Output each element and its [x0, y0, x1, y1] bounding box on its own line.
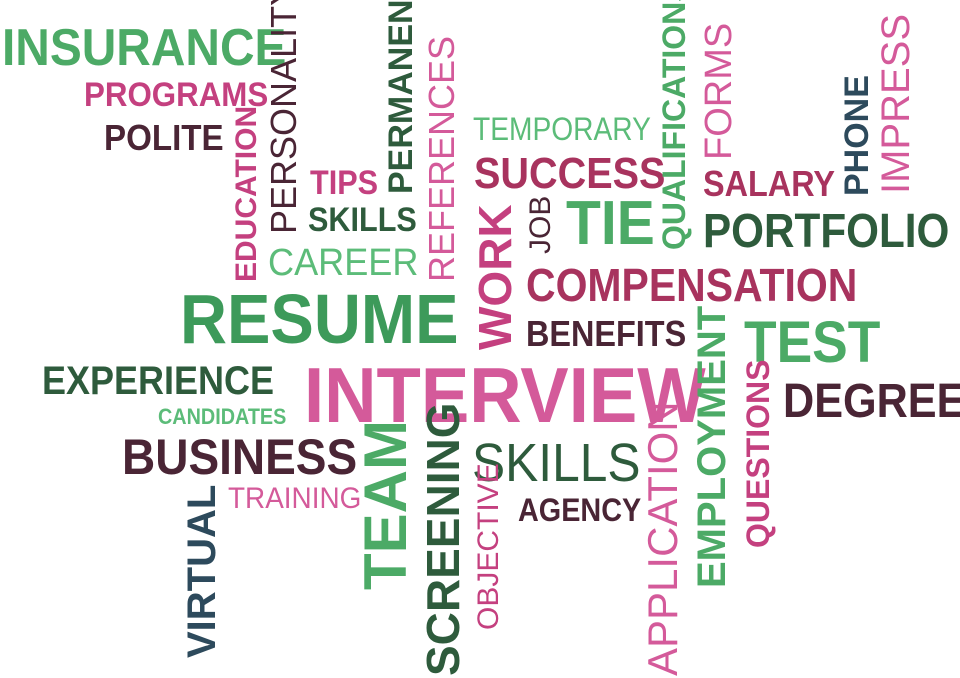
word-business: BUSINESS	[122, 429, 358, 485]
word-questions: QUESTIONS	[740, 359, 776, 548]
word-benefits: BENEFITS	[526, 313, 687, 354]
word-skills-small: SKILLS	[308, 201, 417, 239]
word-team: TEAM	[352, 420, 419, 590]
word-employment: EMPLOYMENT	[690, 305, 734, 588]
word-success: SUCCESS	[474, 149, 666, 198]
word-education: EDUCATION	[230, 105, 263, 282]
word-job: JOB	[524, 195, 557, 254]
word-phone: PHONE	[838, 75, 876, 196]
word-programs: PROGRAMS	[84, 76, 269, 114]
word-insurance: INSURANCE	[2, 19, 287, 77]
word-career: CAREER	[268, 242, 419, 284]
word-salary: SALARY	[703, 163, 836, 204]
word-test: TEST	[744, 310, 881, 375]
word-resume: RESUME	[180, 280, 459, 358]
word-training: TRAINING	[228, 482, 362, 515]
word-virtual: VIRTUAL	[180, 484, 224, 658]
word-polite: POLITE	[104, 117, 224, 158]
word-experience: EXPERIENCE	[42, 359, 275, 403]
word-application: APPLICATION	[639, 401, 686, 676]
word-skills-large: SKILLS	[472, 433, 641, 493]
word-screening: SCREENING	[417, 402, 469, 676]
word-interview: INTERVIEW	[304, 351, 706, 439]
word-candidates: CANDIDATES	[158, 404, 287, 429]
word-qualifications: QUALIFICATIONS	[656, 0, 692, 250]
word-objective: OBJECTIVE	[472, 463, 505, 630]
word-compensation: COMPENSATION	[526, 259, 858, 311]
word-personality: PERSONALITY	[263, 0, 304, 234]
word-permanent: PERMANENT	[382, 0, 420, 194]
word-forms: FORMS	[698, 22, 740, 160]
word-agency: AGENCY	[518, 492, 642, 528]
word-tips: TIPS	[310, 164, 379, 202]
word-work: WORK	[469, 204, 521, 350]
word-portfolio: PORTFOLIO	[703, 205, 950, 258]
word-impress: IMPRESS	[874, 13, 918, 194]
word-degree: DEGREE	[783, 375, 960, 428]
word-tie: TIE	[566, 189, 655, 258]
word-references: REFERENCES	[421, 35, 462, 282]
word-temporary: TEMPORARY	[473, 111, 651, 147]
